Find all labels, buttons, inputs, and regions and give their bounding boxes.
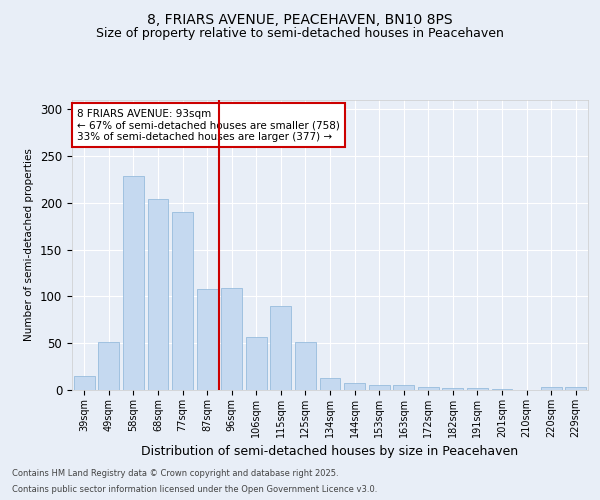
Y-axis label: Number of semi-detached properties: Number of semi-detached properties [25,148,34,342]
Text: Contains HM Land Registry data © Crown copyright and database right 2025.: Contains HM Land Registry data © Crown c… [12,468,338,477]
Bar [246,336,267,390]
Bar [197,289,218,390]
Bar [123,176,144,390]
Bar [295,342,316,390]
Bar [491,389,512,390]
Bar [344,382,365,390]
Bar [418,387,439,390]
Bar [148,199,169,390]
Bar [368,386,389,390]
Bar [393,386,414,390]
Bar [565,387,586,390]
Bar [74,376,95,390]
Text: 8 FRIARS AVENUE: 93sqm
← 67% of semi-detached houses are smaller (758)
33% of se: 8 FRIARS AVENUE: 93sqm ← 67% of semi-det… [77,108,340,142]
Bar [172,212,193,390]
Bar [98,342,119,390]
Text: Contains public sector information licensed under the Open Government Licence v3: Contains public sector information licen… [12,485,377,494]
Bar [271,306,292,390]
Bar [221,288,242,390]
Bar [320,378,340,390]
Bar [467,388,488,390]
Bar [541,387,562,390]
Bar [442,388,463,390]
Text: Size of property relative to semi-detached houses in Peacehaven: Size of property relative to semi-detach… [96,28,504,40]
X-axis label: Distribution of semi-detached houses by size in Peacehaven: Distribution of semi-detached houses by … [142,446,518,458]
Text: 8, FRIARS AVENUE, PEACEHAVEN, BN10 8PS: 8, FRIARS AVENUE, PEACEHAVEN, BN10 8PS [147,12,453,26]
